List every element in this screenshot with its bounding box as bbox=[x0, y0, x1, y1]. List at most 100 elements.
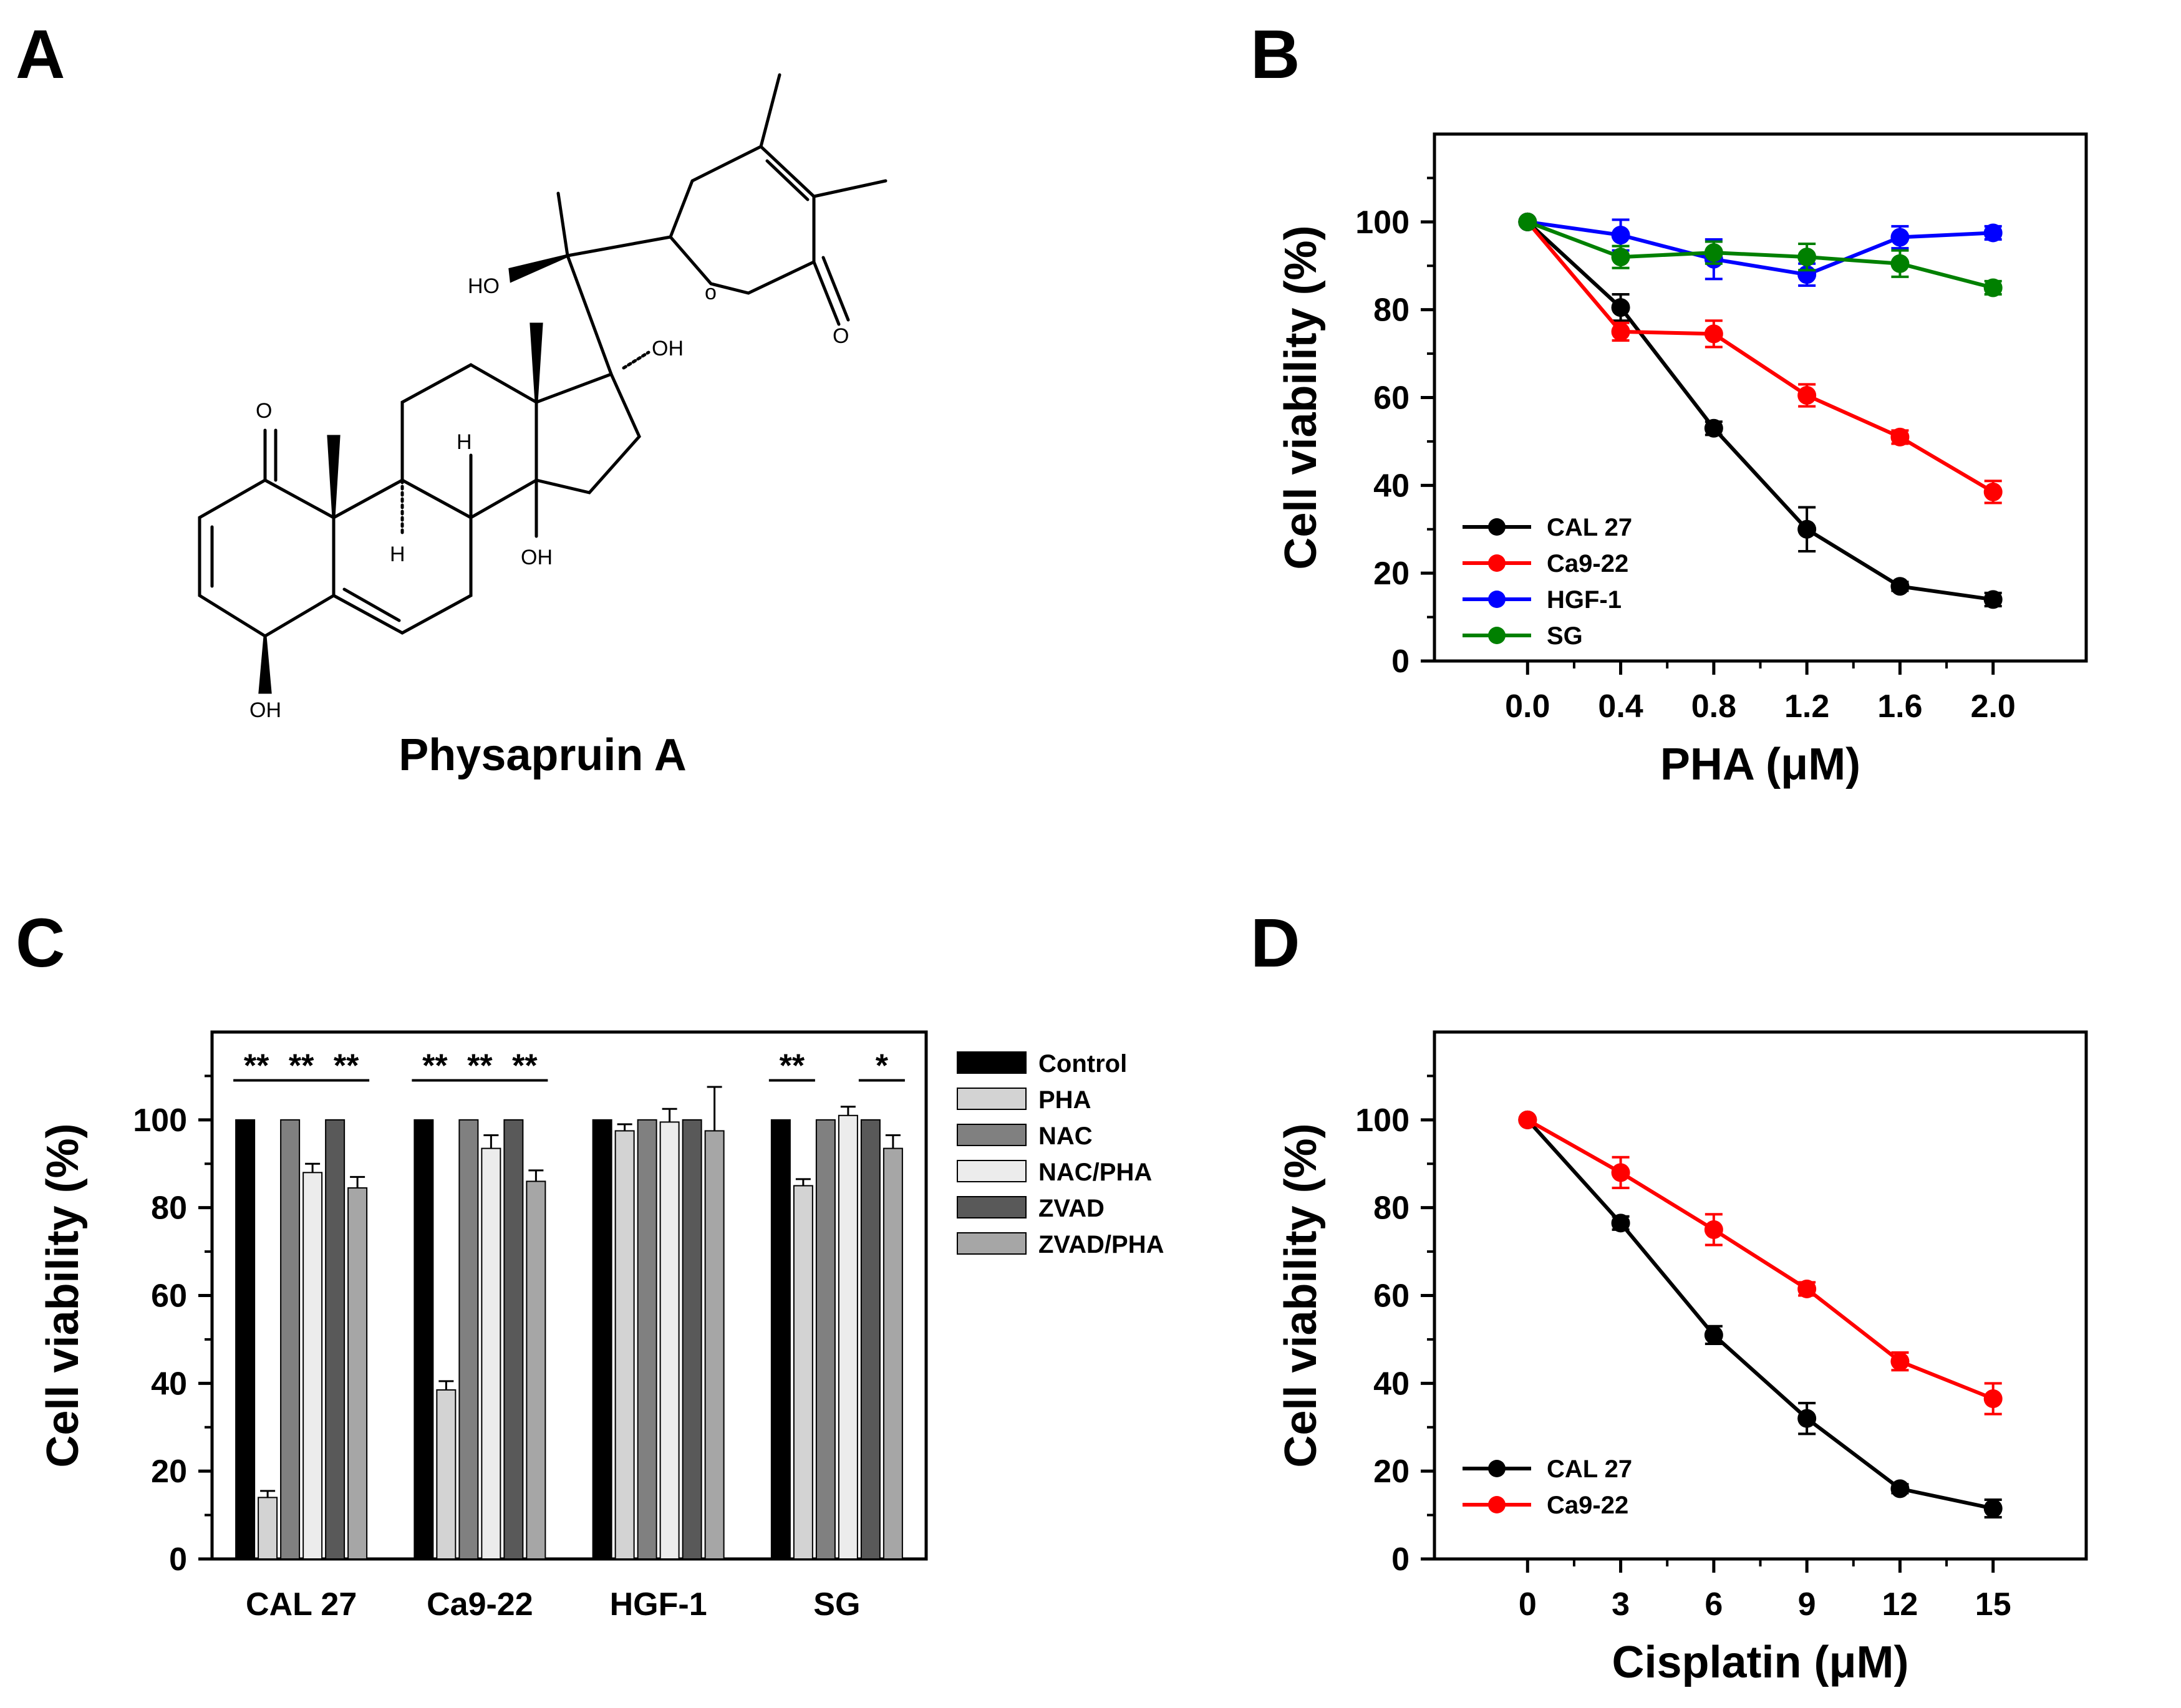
legend-label-hgf-1: HGF-1 bbox=[1547, 586, 1622, 614]
data-point-ca9-22 bbox=[1983, 482, 2003, 501]
y-tick-label: 0 bbox=[169, 1542, 187, 1578]
series-line-ca9-22 bbox=[1526, 1118, 1994, 1401]
data-point-cal-27 bbox=[1890, 1479, 1910, 1498]
bar-control bbox=[235, 1119, 256, 1560]
y-axis-title: Cell viability (%) bbox=[38, 1123, 88, 1467]
bar-pha bbox=[614, 1130, 635, 1560]
bar-zvad-pha bbox=[883, 1147, 903, 1560]
data-point-hgf-1 bbox=[1890, 228, 1910, 247]
data-point-ca9-22 bbox=[1518, 1110, 1537, 1129]
significance-label: ** bbox=[780, 1048, 805, 1084]
hydroxyl-hash bbox=[622, 350, 650, 370]
data-point-ca9-22 bbox=[1611, 1163, 1630, 1182]
bar-control bbox=[592, 1119, 612, 1560]
y-tick-label: 20 bbox=[1373, 556, 1410, 592]
significance-label: ** bbox=[244, 1048, 269, 1084]
data-point-ca9-22 bbox=[1704, 1220, 1723, 1239]
y-axis-title: Cell viability (%) bbox=[1276, 225, 1326, 569]
significance-label: ** bbox=[467, 1048, 493, 1084]
x-tick-label: 0.0 bbox=[1505, 688, 1550, 725]
x-tick-label: 1.2 bbox=[1784, 688, 1829, 725]
y-tick-label: 60 bbox=[151, 1278, 187, 1315]
legend-marker-sg bbox=[1488, 627, 1506, 644]
data-point-ca9-22 bbox=[1890, 1352, 1910, 1371]
data-point-ca9-22 bbox=[1797, 385, 1817, 405]
bar-zvad-pha bbox=[704, 1130, 725, 1560]
series-line-cal-27 bbox=[1526, 220, 1994, 602]
data-point-cal-27 bbox=[1704, 418, 1723, 438]
y-tick-label: 40 bbox=[151, 1366, 187, 1402]
legend-label-ca9-22: Ca9-22 bbox=[1547, 1492, 1628, 1519]
bar-nac-pha bbox=[838, 1114, 858, 1560]
y-tick-label: 80 bbox=[1373, 1190, 1410, 1227]
y-tick-label: 100 bbox=[1355, 205, 1410, 241]
methyl-wedge bbox=[530, 322, 543, 403]
x-tick-label: 2.0 bbox=[1971, 688, 2016, 725]
data-point-sg bbox=[1611, 248, 1630, 267]
panel-label-d: D bbox=[1250, 905, 1300, 982]
x-tick-label: 6 bbox=[1705, 1586, 1723, 1623]
legend-marker-ca9-22 bbox=[1488, 554, 1506, 572]
data-point-ca9-22 bbox=[1704, 324, 1723, 344]
legend-label-zvad-pha: ZVAD/PHA bbox=[1038, 1231, 1164, 1258]
y-axis-title: Cell viability (%) bbox=[1276, 1123, 1326, 1467]
y-tick-label: 80 bbox=[1373, 292, 1410, 329]
bar-nac bbox=[280, 1119, 301, 1560]
data-point-ca9-22 bbox=[1890, 427, 1910, 446]
data-point-ca9-22 bbox=[1611, 322, 1630, 341]
y-tick-label: 20 bbox=[1373, 1454, 1410, 1490]
bar-pha bbox=[258, 1497, 278, 1560]
legend-label-cal-27: CAL 27 bbox=[1547, 1455, 1632, 1483]
side-chain-bond bbox=[556, 191, 569, 258]
y-tick-label: 100 bbox=[1355, 1102, 1410, 1139]
bar-pha bbox=[793, 1185, 813, 1560]
side-chain-bond bbox=[566, 235, 672, 258]
panel-label-b: B bbox=[1250, 16, 1300, 93]
hydroxyl-wedge bbox=[258, 635, 272, 694]
data-point-ca9-22 bbox=[1797, 1279, 1817, 1298]
y-tick-label: 40 bbox=[1373, 1366, 1410, 1402]
legend-swatch-pha bbox=[957, 1088, 1027, 1110]
chart-panel-b: 0 20 40 60 80 100 Cell viability (%) 0.0 0.4 0.8 1… bbox=[1276, 132, 2088, 789]
x-axis-title: PHA (μM) bbox=[1660, 740, 1860, 789]
data-point-cal-27 bbox=[1983, 590, 2003, 609]
bar-zvad bbox=[682, 1119, 702, 1560]
x-category-label: Ca9-22 bbox=[427, 1586, 533, 1623]
x-tick-label: 12 bbox=[1882, 1586, 1918, 1623]
lactone-carbonyl bbox=[821, 256, 850, 322]
data-point-cal-27 bbox=[1983, 1499, 2003, 1518]
x-axis-title: Cisplatin (μM) bbox=[1612, 1638, 1908, 1687]
data-point-cal-27 bbox=[1797, 519, 1817, 539]
chart-panel-d: 0 20 40 60 80 100 Cell viability (%) 0 3 6 9 12 15 Ci… bbox=[1276, 1030, 2088, 1687]
significance-label: ** bbox=[334, 1048, 359, 1084]
x-tick-label: 0 bbox=[1519, 1586, 1537, 1623]
atom-label-o: o bbox=[705, 281, 717, 304]
side-chain-bond bbox=[566, 254, 613, 376]
legend-label-zvad: ZVAD bbox=[1038, 1195, 1105, 1222]
lactone-double-bond bbox=[765, 159, 810, 201]
atom-label-o: O bbox=[256, 399, 272, 423]
legend-swatch-nac bbox=[957, 1124, 1027, 1146]
bar-nac-pha bbox=[659, 1121, 680, 1560]
data-point-cal-27 bbox=[1890, 577, 1910, 596]
legend-swatch-nac-pha bbox=[957, 1160, 1027, 1182]
bar-zvad bbox=[325, 1119, 346, 1560]
atom-label-oh: OH bbox=[249, 698, 281, 722]
y-tick-label: 0 bbox=[1391, 644, 1410, 680]
x-tick-label: 3 bbox=[1612, 1586, 1630, 1623]
legend-label-nac: NAC bbox=[1038, 1122, 1093, 1150]
significance-label: * bbox=[876, 1048, 889, 1084]
legend-marker-cal-27 bbox=[1488, 518, 1506, 536]
legend-label-pha: PHA bbox=[1038, 1086, 1091, 1114]
methyl-wedge bbox=[327, 435, 341, 518]
bar-nac-pha bbox=[302, 1172, 323, 1560]
data-point-hgf-1 bbox=[1611, 225, 1630, 244]
y-tick-label: 60 bbox=[1373, 1278, 1410, 1315]
legend-marker-ca9-22 bbox=[1488, 1496, 1506, 1513]
y-tick-label: 80 bbox=[151, 1190, 187, 1227]
ring-b-bond bbox=[332, 478, 473, 635]
x-category-label: CAL 27 bbox=[246, 1586, 357, 1623]
bar-control bbox=[770, 1119, 791, 1560]
bar-nac bbox=[637, 1119, 657, 1560]
x-category-label: HGF-1 bbox=[610, 1586, 707, 1623]
